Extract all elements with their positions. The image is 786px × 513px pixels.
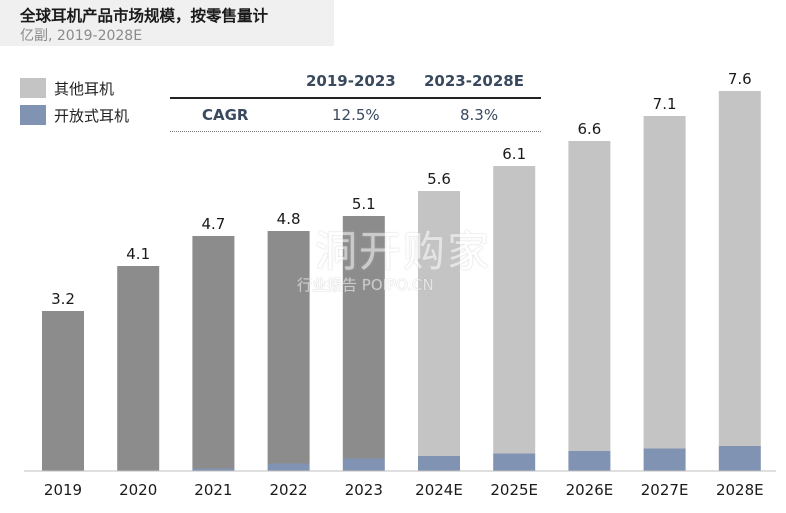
bar-open-2022 bbox=[267, 463, 310, 471]
data-label-2025E: 6.1 bbox=[502, 145, 526, 163]
cagr-value-1: 12.5% bbox=[332, 106, 380, 124]
data-label-2019: 3.2 bbox=[51, 290, 75, 308]
data-label-2022: 4.8 bbox=[277, 210, 301, 228]
bar-other-2024E bbox=[418, 191, 460, 456]
data-label-2021: 4.7 bbox=[201, 215, 225, 233]
x-tick-label-2028E: 2028E bbox=[716, 481, 764, 499]
bar-open-2023 bbox=[342, 458, 385, 471]
bar-open-2024E bbox=[418, 456, 460, 471]
bar-other-2028E bbox=[718, 91, 761, 446]
cagr-period-1: 2019-2023 bbox=[306, 72, 396, 90]
cagr-divider-bottom bbox=[170, 131, 541, 132]
bar-other-2027E bbox=[643, 116, 686, 449]
bar-open-2027E bbox=[643, 448, 686, 471]
x-tick-label-2025E: 2025E bbox=[490, 481, 538, 499]
legend-label-other: 其他耳机 bbox=[54, 79, 115, 98]
x-tick-label-2027E: 2027E bbox=[641, 481, 689, 499]
legend-item-other: 其他耳机 bbox=[20, 77, 114, 99]
data-label-2026E: 6.6 bbox=[577, 120, 601, 138]
bar-open-2021 bbox=[192, 468, 235, 471]
bar-open-2026E bbox=[568, 451, 611, 471]
cagr-divider-top bbox=[170, 97, 541, 99]
chart-title: 全球耳机产品市场规模，按零售量计 bbox=[20, 7, 269, 25]
x-tick-label-2024E: 2024E bbox=[415, 481, 463, 499]
cagr-value-2: 8.3% bbox=[460, 106, 499, 124]
cagr-row-label: CAGR bbox=[202, 106, 249, 124]
data-label-2024E: 5.6 bbox=[427, 170, 451, 188]
legend-swatch-other bbox=[20, 78, 46, 98]
x-tick-label-2022: 2022 bbox=[270, 481, 308, 499]
data-label-2028E: 7.6 bbox=[728, 70, 752, 88]
bar-other-2023 bbox=[342, 216, 385, 459]
x-tick-label-2020: 2020 bbox=[119, 481, 157, 499]
bar-other-2022 bbox=[267, 231, 310, 464]
bar-open-2025E bbox=[493, 453, 536, 471]
bar-other-2019 bbox=[42, 311, 84, 471]
data-label-2027E: 7.1 bbox=[653, 95, 677, 113]
bar-other-2026E bbox=[568, 141, 611, 451]
bar-open-2028E bbox=[718, 446, 761, 471]
x-tick-label-2019: 2019 bbox=[44, 481, 82, 499]
cagr-period-2: 2023-2028E bbox=[424, 72, 524, 90]
bar-other-2025E bbox=[493, 166, 536, 454]
bar-other-2021 bbox=[192, 236, 235, 469]
legend-swatch-open bbox=[20, 105, 46, 125]
data-label-2023: 5.1 bbox=[352, 195, 376, 213]
x-tick-label-2021: 2021 bbox=[194, 481, 232, 499]
cagr-table: 2019-2023 2023-2028E CAGR 12.5% 8.3% bbox=[170, 66, 541, 134]
header-band bbox=[0, 0, 334, 46]
chart-subtitle: 亿副, 2019-2028E bbox=[20, 28, 143, 44]
bar-other-2020 bbox=[117, 266, 160, 471]
x-tick-label-2026E: 2026E bbox=[566, 481, 614, 499]
legend-item-open: 开放式耳机 bbox=[20, 104, 129, 126]
legend-label-open: 开放式耳机 bbox=[54, 106, 130, 125]
data-label-2020: 4.1 bbox=[126, 245, 150, 263]
x-tick-label-2023: 2023 bbox=[345, 481, 383, 499]
